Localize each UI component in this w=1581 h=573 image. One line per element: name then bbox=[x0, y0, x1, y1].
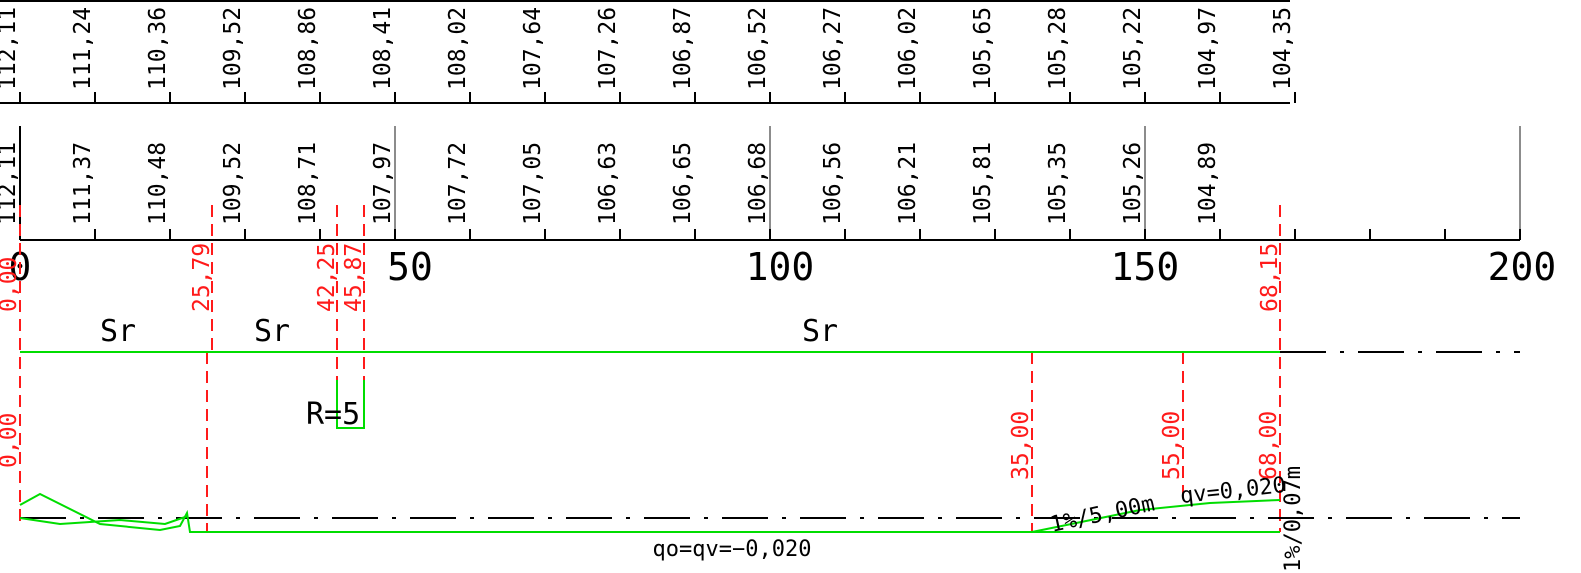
scale-label-200: 200 bbox=[1488, 245, 1557, 289]
crossfall-line-lower bbox=[19, 492, 1280, 533]
grade-label-qv: qv=0,020 bbox=[1179, 473, 1287, 509]
lower-elevation-label: 106,63 bbox=[595, 142, 621, 225]
station-label-0-00: 0,00 bbox=[0, 257, 22, 312]
station-label-68-15: 68,15 bbox=[1257, 243, 1283, 312]
curve-radius-label: R=5 bbox=[306, 397, 360, 432]
lower-elevation-label: 107,72 bbox=[445, 142, 471, 225]
upper-elevation-label: 111,24 bbox=[70, 7, 96, 90]
lower-elevation-label: 105,26 bbox=[1120, 142, 1146, 225]
lower-elevation-label: 112,11 bbox=[0, 142, 21, 225]
scale-label-150: 150 bbox=[1111, 245, 1180, 289]
station-label-55-00: 55,00 bbox=[1159, 411, 1185, 480]
upper-elevation-label: 108,86 bbox=[295, 7, 321, 90]
station-label-35-00: 35,00 bbox=[1008, 411, 1034, 480]
scale-label-100: 100 bbox=[746, 245, 815, 289]
upper-elevation-label: 108,02 bbox=[445, 7, 471, 90]
alignment-label-2: Sr bbox=[254, 314, 290, 349]
crossfall-transition-line bbox=[1031, 499, 1281, 533]
curve-marker bbox=[336, 380, 365, 429]
station-labels-top: 0,00 25,79 42,25 45,87 68,15 bbox=[0, 243, 1283, 312]
lower-elevation-label: 106,65 bbox=[670, 142, 696, 225]
lower-elevation-label: 110,48 bbox=[145, 142, 171, 225]
upper-elevation-label: 107,26 bbox=[595, 7, 621, 90]
station-labels-bottom: 0,00 35,00 55,00 68,00 bbox=[0, 411, 1282, 480]
lower-elevation-label: 109,52 bbox=[220, 142, 246, 225]
lower-elevation-label: 111,37 bbox=[70, 142, 96, 225]
upper-elevation-label: 107,64 bbox=[520, 7, 546, 90]
upper-elevation-label: 108,41 bbox=[370, 7, 396, 90]
lower-elevation-band: 112,11 111,37 110,48 109,52 108,71 107,97 107,… bbox=[0, 126, 1521, 241]
upper-elevation-label: 106,52 bbox=[745, 7, 771, 90]
station-lines bbox=[19, 205, 1281, 532]
upper-elevation-label: 105,65 bbox=[970, 7, 996, 90]
lower-elevation-label: 107,05 bbox=[520, 142, 546, 225]
lower-elevation-label: 108,71 bbox=[295, 142, 321, 225]
lower-elevation-label: 104,89 bbox=[1195, 142, 1221, 225]
alignment-label-1: Sr bbox=[100, 314, 136, 349]
lower-elevation-label: 106,56 bbox=[820, 142, 846, 225]
upper-elevation-label: 112,11 bbox=[0, 7, 21, 90]
grade-label-transition: 1%/5,00m bbox=[1048, 491, 1157, 537]
grade-label-vertical: 1%/0,07m bbox=[1281, 466, 1306, 572]
station-label-42-25: 42,25 bbox=[314, 243, 340, 312]
upper-elevation-label: 109,52 bbox=[220, 7, 246, 90]
upper-elevation-label: 106,27 bbox=[820, 7, 846, 90]
grade-label-main: qo=qv=−0,020 bbox=[653, 537, 812, 562]
station-label-68-00: 68,00 bbox=[1256, 411, 1282, 480]
station-label-45-87: 45,87 bbox=[341, 243, 367, 312]
station-label-25-79: 25,79 bbox=[189, 243, 215, 312]
alignment-band: Sr Sr Sr R=5 bbox=[20, 314, 1520, 432]
upper-elevation-label: 110,36 bbox=[145, 7, 171, 90]
crossfall-line-upper bbox=[19, 515, 189, 526]
upper-elevation-label: 104,35 bbox=[1270, 7, 1296, 90]
station-label-b-0-00: 0,00 bbox=[0, 413, 22, 468]
upper-elevation-label: 106,02 bbox=[895, 7, 921, 90]
upper-elevation-label: 105,22 bbox=[1120, 7, 1146, 90]
upper-elevation-label: 106,87 bbox=[670, 7, 696, 90]
lower-elevation-label: 106,68 bbox=[745, 142, 771, 225]
upper-elevation-label: 105,28 bbox=[1045, 7, 1071, 90]
lower-elevation-label: 105,81 bbox=[970, 142, 996, 225]
lower-elevation-label: 105,35 bbox=[1045, 142, 1071, 225]
upper-elevation-label: 104,97 bbox=[1195, 7, 1221, 90]
upper-elevation-band: 112,11 111,24 110,36 109,52 108,86 108,41 108,… bbox=[0, 0, 1296, 104]
lower-elevation-label: 106,21 bbox=[895, 142, 921, 225]
alignment-label-3: Sr bbox=[802, 314, 838, 349]
lower-elevation-label: 107,97 bbox=[370, 142, 396, 225]
scale-labels: 0 50 100 150 200 bbox=[9, 245, 1557, 289]
crossfall-band: 1%/5,00m qv=0,020 qo=qv=−0,020 1%/0,07m bbox=[19, 466, 1520, 572]
scale-label-50: 50 bbox=[387, 245, 433, 289]
